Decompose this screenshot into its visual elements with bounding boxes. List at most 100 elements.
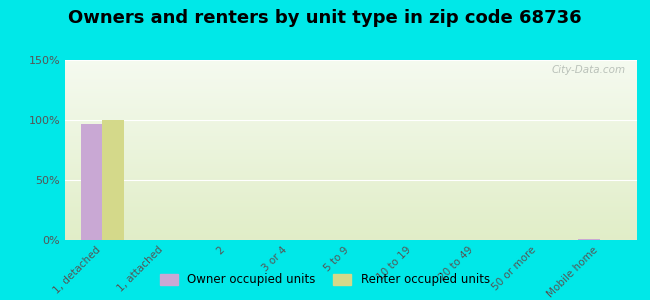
- Bar: [65, 167, 637, 168]
- Bar: [65, 206, 637, 207]
- Bar: [65, 144, 637, 145]
- Bar: [65, 118, 637, 119]
- Bar: [65, 221, 637, 222]
- Bar: [65, 73, 637, 74]
- Bar: [65, 98, 637, 99]
- Bar: [65, 110, 637, 111]
- Bar: [65, 163, 637, 164]
- Bar: [65, 92, 637, 93]
- Bar: [65, 160, 637, 161]
- Bar: [65, 232, 637, 233]
- Bar: [65, 177, 637, 178]
- Bar: [65, 68, 637, 69]
- Bar: [65, 196, 637, 197]
- Bar: [65, 88, 637, 89]
- Bar: [65, 164, 637, 165]
- Bar: [65, 162, 637, 163]
- Bar: [65, 141, 637, 142]
- Bar: [65, 195, 637, 196]
- Bar: [65, 198, 637, 199]
- Bar: [65, 181, 637, 182]
- Bar: [65, 87, 637, 88]
- Bar: [65, 234, 637, 235]
- Bar: [65, 158, 637, 159]
- Bar: [65, 147, 637, 148]
- Bar: [65, 101, 637, 102]
- Bar: [65, 183, 637, 184]
- Bar: [65, 112, 637, 113]
- Bar: [65, 150, 637, 151]
- Bar: [65, 223, 637, 224]
- Bar: [65, 127, 637, 128]
- Bar: [65, 99, 637, 100]
- Bar: [65, 220, 637, 221]
- Bar: [65, 184, 637, 185]
- Bar: [65, 218, 637, 219]
- Bar: [65, 100, 637, 101]
- Bar: [65, 230, 637, 231]
- Bar: [65, 104, 637, 105]
- Bar: [65, 237, 637, 238]
- Bar: [65, 130, 637, 131]
- Bar: [65, 100, 637, 101]
- Bar: [65, 119, 637, 120]
- Bar: [65, 76, 637, 77]
- Bar: [65, 131, 637, 132]
- Bar: [65, 128, 637, 129]
- Bar: [65, 74, 637, 75]
- Bar: [65, 224, 637, 225]
- Bar: [65, 203, 637, 204]
- Bar: [65, 66, 637, 67]
- Bar: [65, 96, 637, 97]
- Bar: [65, 226, 637, 227]
- Bar: [65, 85, 637, 86]
- Bar: [65, 135, 637, 136]
- Bar: [65, 219, 637, 220]
- Bar: [65, 235, 637, 236]
- Bar: [65, 94, 637, 95]
- Bar: [65, 113, 637, 114]
- Text: Owners and renters by unit type in zip code 68736: Owners and renters by unit type in zip c…: [68, 9, 582, 27]
- Bar: [65, 121, 637, 122]
- Bar: [65, 193, 637, 194]
- Bar: [65, 93, 637, 94]
- Bar: [65, 217, 637, 218]
- Bar: [578, 239, 600, 240]
- Bar: [65, 82, 637, 83]
- Bar: [65, 229, 637, 230]
- Bar: [65, 103, 637, 104]
- Bar: [65, 222, 637, 223]
- Legend: Owner occupied units, Renter occupied units: Owner occupied units, Renter occupied un…: [155, 269, 495, 291]
- Bar: [65, 231, 637, 232]
- Bar: [65, 166, 637, 167]
- Bar: [65, 152, 637, 153]
- Bar: [102, 120, 124, 240]
- Bar: [65, 165, 637, 166]
- Bar: [65, 161, 637, 162]
- Bar: [65, 233, 637, 234]
- Bar: [65, 236, 637, 237]
- Bar: [65, 208, 637, 209]
- Bar: [65, 129, 637, 130]
- Bar: [65, 239, 637, 240]
- Bar: [65, 197, 637, 198]
- Bar: [65, 67, 637, 68]
- Bar: [65, 106, 637, 107]
- Bar: [65, 82, 637, 83]
- Bar: [65, 70, 637, 71]
- Bar: [65, 182, 637, 183]
- Bar: [65, 204, 637, 205]
- Bar: [65, 105, 637, 106]
- Bar: [65, 153, 637, 154]
- Bar: [65, 117, 637, 118]
- Bar: [65, 171, 637, 172]
- Bar: [65, 179, 637, 180]
- Bar: [65, 228, 637, 229]
- Bar: [65, 180, 637, 181]
- Bar: [65, 143, 637, 144]
- Bar: [65, 188, 637, 189]
- Bar: [65, 175, 637, 176]
- Bar: [65, 71, 637, 72]
- Bar: [65, 60, 637, 61]
- Bar: [65, 172, 637, 173]
